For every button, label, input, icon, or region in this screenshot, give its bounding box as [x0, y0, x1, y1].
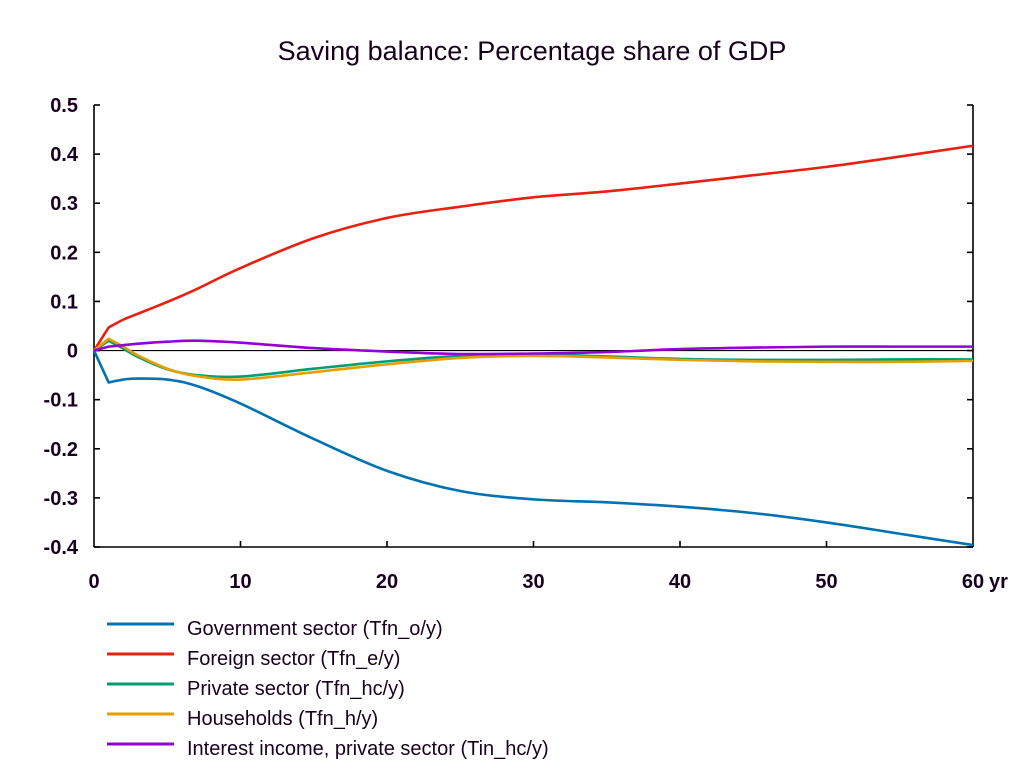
y-tick-label: -0.2	[44, 439, 78, 461]
series-line-government-sector	[92, 350, 974, 547]
series-lines	[92, 144, 974, 547]
y-tick-label: 0.3	[50, 193, 78, 215]
series-line-interest-income-private-sector	[93, 339, 973, 356]
legend-label: Government sector (Tfn_o/y)	[187, 618, 443, 640]
chart-title: Saving balance: Percentage share of GDP	[278, 36, 787, 66]
x-tick-label: 50	[815, 571, 837, 593]
x-tick-label: 20	[376, 571, 398, 593]
axes	[93, 105, 974, 548]
y-tick-label: 0.4	[50, 144, 79, 166]
series-line-foreign-sector	[92, 144, 974, 352]
legend-item-interest-income-private-sector: Interest income, private sector (Tin_hc/…	[107, 738, 549, 760]
y-tick-label: -0.3	[44, 488, 78, 510]
y-tick-label: 0.5	[50, 95, 78, 117]
legend-item-households: Households (Tfn_h/y)	[107, 708, 378, 730]
x-tick-label: 10	[229, 571, 251, 593]
legend-label: Households (Tfn_h/y)	[187, 708, 378, 730]
x-tick-label: 60	[962, 571, 984, 593]
legend-label: Foreign sector (Tfn_e/y)	[187, 648, 400, 670]
y-tick-label: 0.2	[50, 242, 78, 264]
x-tick-label: 40	[669, 571, 691, 593]
legend: Government sector (Tfn_o/y) Foreign secto…	[107, 618, 549, 760]
y-tick-label: 0	[67, 341, 78, 363]
legend-label: Private sector (Tfn_hc/y)	[187, 678, 405, 700]
legend-item-foreign-sector: Foreign sector (Tfn_e/y)	[107, 648, 400, 670]
legend-item-private-sector: Private sector (Tfn_hc/y)	[107, 678, 405, 700]
x-tick-label: 0	[88, 571, 99, 593]
y-tick-label: -0.4	[44, 537, 79, 559]
x-axis-ticks: 0 10 20 30 40 50 60 yr	[88, 541, 1008, 593]
x-unit-label: yr	[989, 571, 1008, 593]
x-tick-label: 30	[522, 571, 544, 593]
series-line-households	[93, 337, 974, 381]
legend-label: Interest income, private sector (Tin_hc/…	[187, 738, 549, 760]
y-tick-label: 0.1	[50, 291, 78, 313]
legend-item-government-sector: Government sector (Tfn_o/y)	[107, 618, 443, 640]
y-axis-ticks: 0.5 0.4 0.3 0.2 0.1 0 -0.1 -0.2 -0.3 -0.4	[44, 95, 973, 559]
y-tick-label: -0.1	[44, 390, 78, 412]
